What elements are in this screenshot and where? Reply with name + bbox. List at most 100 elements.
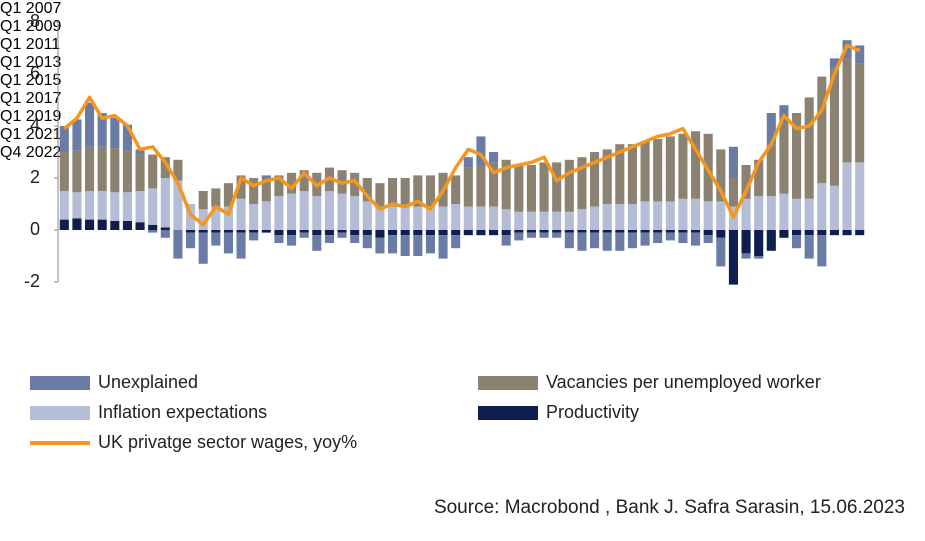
bar-segment	[236, 232, 246, 259]
bar-segment	[97, 191, 107, 220]
bar-segment	[855, 162, 865, 230]
bar-segment	[691, 230, 701, 233]
bar-segment	[526, 230, 536, 233]
y-tick-label: 6	[30, 63, 40, 83]
bar-segment	[261, 175, 271, 178]
bar-segment	[640, 230, 650, 233]
bar-segment	[514, 165, 524, 212]
bar-segment	[186, 230, 196, 233]
bar-segment	[489, 162, 499, 207]
bar-segment	[148, 224, 158, 230]
bar-segment	[766, 230, 776, 251]
bar-segment	[716, 237, 726, 267]
bar-segment	[514, 230, 524, 233]
bar-segment	[602, 230, 612, 233]
bar-segment	[211, 232, 221, 246]
bar-segment	[829, 58, 839, 69]
bar-segment	[590, 152, 600, 207]
bar-segment	[97, 146, 107, 191]
bar-segment	[148, 188, 158, 225]
bar-segment	[489, 230, 499, 236]
bar-segment	[741, 198, 751, 230]
bar-segment	[665, 230, 675, 233]
bar-segment	[160, 157, 170, 178]
bar-segment	[110, 116, 120, 149]
x-tick-label: Q1 2009	[0, 18, 62, 35]
bar-segment	[590, 230, 600, 233]
bar-segment	[122, 124, 132, 151]
bar-segment	[451, 175, 461, 204]
bar-segment	[135, 191, 145, 223]
bar-segment	[703, 235, 713, 243]
bar-segment	[350, 235, 360, 243]
bar-segment	[59, 219, 69, 230]
bar-segment	[817, 183, 827, 230]
bar-segment	[640, 141, 650, 202]
bar-segment	[476, 206, 486, 230]
bar-segment	[287, 235, 297, 246]
bar-segment	[501, 209, 511, 230]
x-tick-label: Q1 2013	[0, 54, 62, 71]
bar-segment	[817, 230, 827, 236]
bar-segment	[754, 256, 764, 259]
bar-segment	[413, 206, 423, 230]
bar-segment	[299, 232, 309, 238]
bar-segment	[779, 230, 789, 238]
y-tick-label: 8	[30, 11, 40, 31]
bar-segment	[703, 201, 713, 230]
legend-swatch	[30, 406, 90, 420]
legend-label: Unexplained	[98, 372, 198, 392]
bar-segment	[413, 230, 423, 236]
bar-segment	[678, 133, 688, 199]
bar-segment	[425, 230, 435, 236]
y-tick-label: 0	[30, 219, 40, 239]
bar-segment	[324, 235, 334, 243]
bar-segment	[526, 165, 536, 212]
bar-segment	[173, 180, 183, 230]
bar-segment	[728, 230, 738, 285]
bar-segment	[312, 230, 322, 236]
bar-segment	[552, 211, 562, 230]
bar-segment	[564, 211, 574, 230]
bar-segment	[766, 144, 776, 197]
bar-segment	[249, 230, 259, 233]
bar-segment	[274, 196, 284, 230]
x-tick-label: Q4 2022	[0, 144, 62, 161]
bar-segment	[324, 230, 334, 236]
bar-segment	[539, 211, 549, 230]
bar-segment	[337, 232, 347, 238]
bar-segment	[274, 230, 284, 236]
legend-label: UK privatge sector wages, yoy%	[98, 432, 357, 452]
bar-segment	[615, 230, 625, 233]
bar-segment	[173, 230, 183, 259]
bar-segment	[526, 211, 536, 230]
bar-segment	[388, 206, 398, 230]
bar-segment	[261, 230, 271, 233]
bar-segment	[375, 183, 385, 207]
x-tick-label: Q1 2021	[0, 126, 62, 143]
bar-segment	[829, 68, 839, 186]
bar-segment	[274, 175, 284, 197]
bar-segment	[627, 230, 637, 233]
bar-segment	[211, 230, 221, 233]
bar-segment	[362, 235, 372, 249]
bar-segment	[552, 162, 562, 212]
bar-segment	[552, 232, 562, 238]
bar-segment	[312, 235, 322, 251]
bar-segment	[261, 201, 271, 230]
bar-segment	[451, 204, 461, 230]
bar-segment	[463, 206, 473, 230]
legend-label: Vacancies per unemployed worker	[546, 372, 821, 392]
x-tick-label: Q1 2007	[0, 0, 62, 17]
bar-segment	[476, 165, 486, 207]
bar-segment	[148, 154, 158, 189]
bar-segment	[476, 230, 486, 236]
bar-segment	[577, 230, 587, 233]
bar-segment	[741, 165, 751, 199]
bar-segment	[501, 235, 511, 246]
bar-segment	[173, 159, 183, 181]
bar-segment	[148, 230, 158, 233]
bar-segment	[223, 183, 233, 207]
bar-segment	[627, 232, 637, 249]
